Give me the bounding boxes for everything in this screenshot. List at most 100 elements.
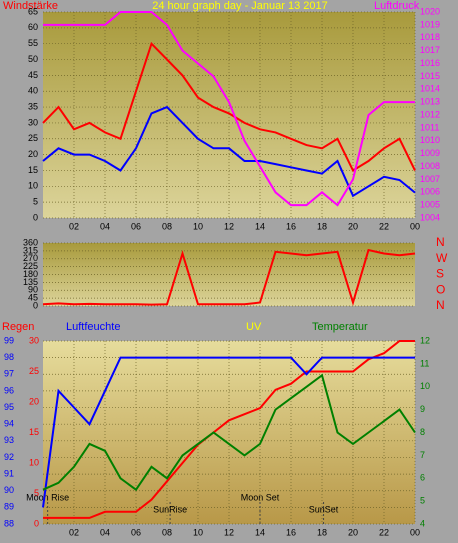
x-tick-label: 20 xyxy=(348,527,358,537)
y-tick-label: 90 xyxy=(4,485,14,495)
y-tick-label: 1008 xyxy=(420,161,440,171)
y-tick-label: 0 xyxy=(33,300,38,310)
event-label: Moon Set xyxy=(241,492,280,502)
y-tick-label: 10 xyxy=(420,381,430,391)
y-tick-label: 55 xyxy=(28,38,38,48)
y-tick-label: W xyxy=(436,251,448,265)
x-tick-label: 18 xyxy=(317,527,327,537)
y-tick-label: 1014 xyxy=(420,84,440,94)
y-tick-label: 7 xyxy=(420,450,425,460)
series-line xyxy=(42,373,416,492)
y-tick-label: 4 xyxy=(420,518,425,528)
series-line xyxy=(43,11,415,207)
y-tick-label: 89 xyxy=(4,502,14,512)
x-tick-label: 02 xyxy=(69,527,79,537)
x-tick-label: 12 xyxy=(224,527,234,537)
y-tick-label: 97 xyxy=(4,369,14,379)
y-tick-label: 315 xyxy=(23,245,38,255)
x-tick-label: 22 xyxy=(379,527,389,537)
y-tick-label: 1015 xyxy=(420,71,440,81)
x-tick-label: 22 xyxy=(379,221,389,231)
y-tick-label: 270 xyxy=(23,253,38,263)
y-tick-label: 0 xyxy=(34,518,39,528)
x-tick-label: 10 xyxy=(193,221,203,231)
y-tick-label: N xyxy=(436,298,445,312)
y-tick-label: 15 xyxy=(29,427,39,437)
y-tick-label: 10 xyxy=(28,181,38,191)
y-tick-label: 40 xyxy=(28,86,38,96)
x-tick-label: 02 xyxy=(69,221,79,231)
y-tick-label: 1012 xyxy=(420,109,440,119)
y-tick-label: 5 xyxy=(420,496,425,506)
x-tick-label: 00 xyxy=(410,221,420,231)
x-tick-label: 16 xyxy=(286,527,296,537)
y-tick-label: 1009 xyxy=(420,148,440,158)
y-tick-label: 50 xyxy=(28,54,38,64)
x-tick-label: 04 xyxy=(100,527,110,537)
y-tick-label: 45 xyxy=(28,70,38,80)
x-tick-label: 12 xyxy=(224,221,234,231)
x-tick-label: 10 xyxy=(193,527,203,537)
y-tick-label: 15 xyxy=(28,165,38,175)
y-tick-label: 95 xyxy=(4,402,14,412)
y-tick-label: 93 xyxy=(4,435,14,445)
x-tick-label: 14 xyxy=(255,221,265,231)
x-tick-label: 18 xyxy=(317,221,327,231)
y-tick-label: 11 xyxy=(420,358,429,368)
y-tick-label: 88 xyxy=(4,518,14,528)
y-tick-label: 25 xyxy=(28,133,38,143)
y-tick-label: 92 xyxy=(4,452,14,462)
y-tick-label: 9 xyxy=(420,404,425,414)
y-tick-label: 90 xyxy=(28,285,38,295)
y-tick-label: 5 xyxy=(34,488,39,498)
y-tick-label: 65 xyxy=(28,6,38,16)
x-tick-label: 06 xyxy=(131,527,141,537)
y-tick-label: 135 xyxy=(23,277,38,287)
series-line xyxy=(42,356,415,508)
y-tick-label: 8 xyxy=(420,427,425,437)
y-tick-label: 225 xyxy=(23,261,38,271)
y-tick-label: 6 xyxy=(420,473,425,483)
y-tick-label: 30 xyxy=(28,117,38,127)
y-tick-label: 91 xyxy=(4,468,14,478)
y-tick-label: 1007 xyxy=(420,174,440,184)
series-line xyxy=(43,340,415,519)
y-tick-label: 12 xyxy=(420,335,430,345)
y-tick-label: 1004 xyxy=(420,212,440,222)
y-tick-label: 1018 xyxy=(420,32,440,42)
y-tick-label: 1013 xyxy=(420,97,440,107)
x-tick-label: 16 xyxy=(286,221,296,231)
y-tick-label: O xyxy=(436,282,445,296)
x-tick-label: 04 xyxy=(100,221,110,231)
y-tick-label: 30 xyxy=(29,335,39,345)
y-tick-label: 1011 xyxy=(420,122,439,132)
x-tick-label: 14 xyxy=(255,527,265,537)
y-tick-label: 1010 xyxy=(420,135,440,145)
y-tick-label: 1019 xyxy=(420,19,440,29)
x-tick-label: 08 xyxy=(162,221,172,231)
y-tick-label: 96 xyxy=(4,385,14,395)
y-tick-label: 1020 xyxy=(420,6,440,16)
y-tick-label: 60 xyxy=(28,22,38,32)
axis-title: Luftdruck xyxy=(374,0,420,12)
y-tick-label: 98 xyxy=(4,352,14,362)
axis-title: UV xyxy=(246,321,262,333)
y-tick-label: 180 xyxy=(23,269,38,279)
event-label: Moon Rise xyxy=(26,492,69,502)
y-tick-label: 99 xyxy=(4,335,14,345)
axis-title: Regen xyxy=(2,321,34,333)
y-tick-label: 360 xyxy=(23,237,38,247)
x-tick-label: 20 xyxy=(348,221,358,231)
axis-title: Windstärke xyxy=(3,0,58,12)
y-tick-label: 0 xyxy=(33,212,38,222)
y-tick-label: 5 xyxy=(33,197,38,207)
axis-title: Luftfeuchte xyxy=(66,321,120,333)
y-tick-label: 20 xyxy=(28,149,38,159)
y-tick-label: 1016 xyxy=(420,58,440,68)
y-tick-label: 94 xyxy=(4,419,14,429)
y-tick-label: 45 xyxy=(28,293,38,303)
y-tick-label: 1017 xyxy=(420,45,440,55)
axis-title: Temperatur xyxy=(312,321,368,333)
event-label: SunRise xyxy=(153,504,187,514)
